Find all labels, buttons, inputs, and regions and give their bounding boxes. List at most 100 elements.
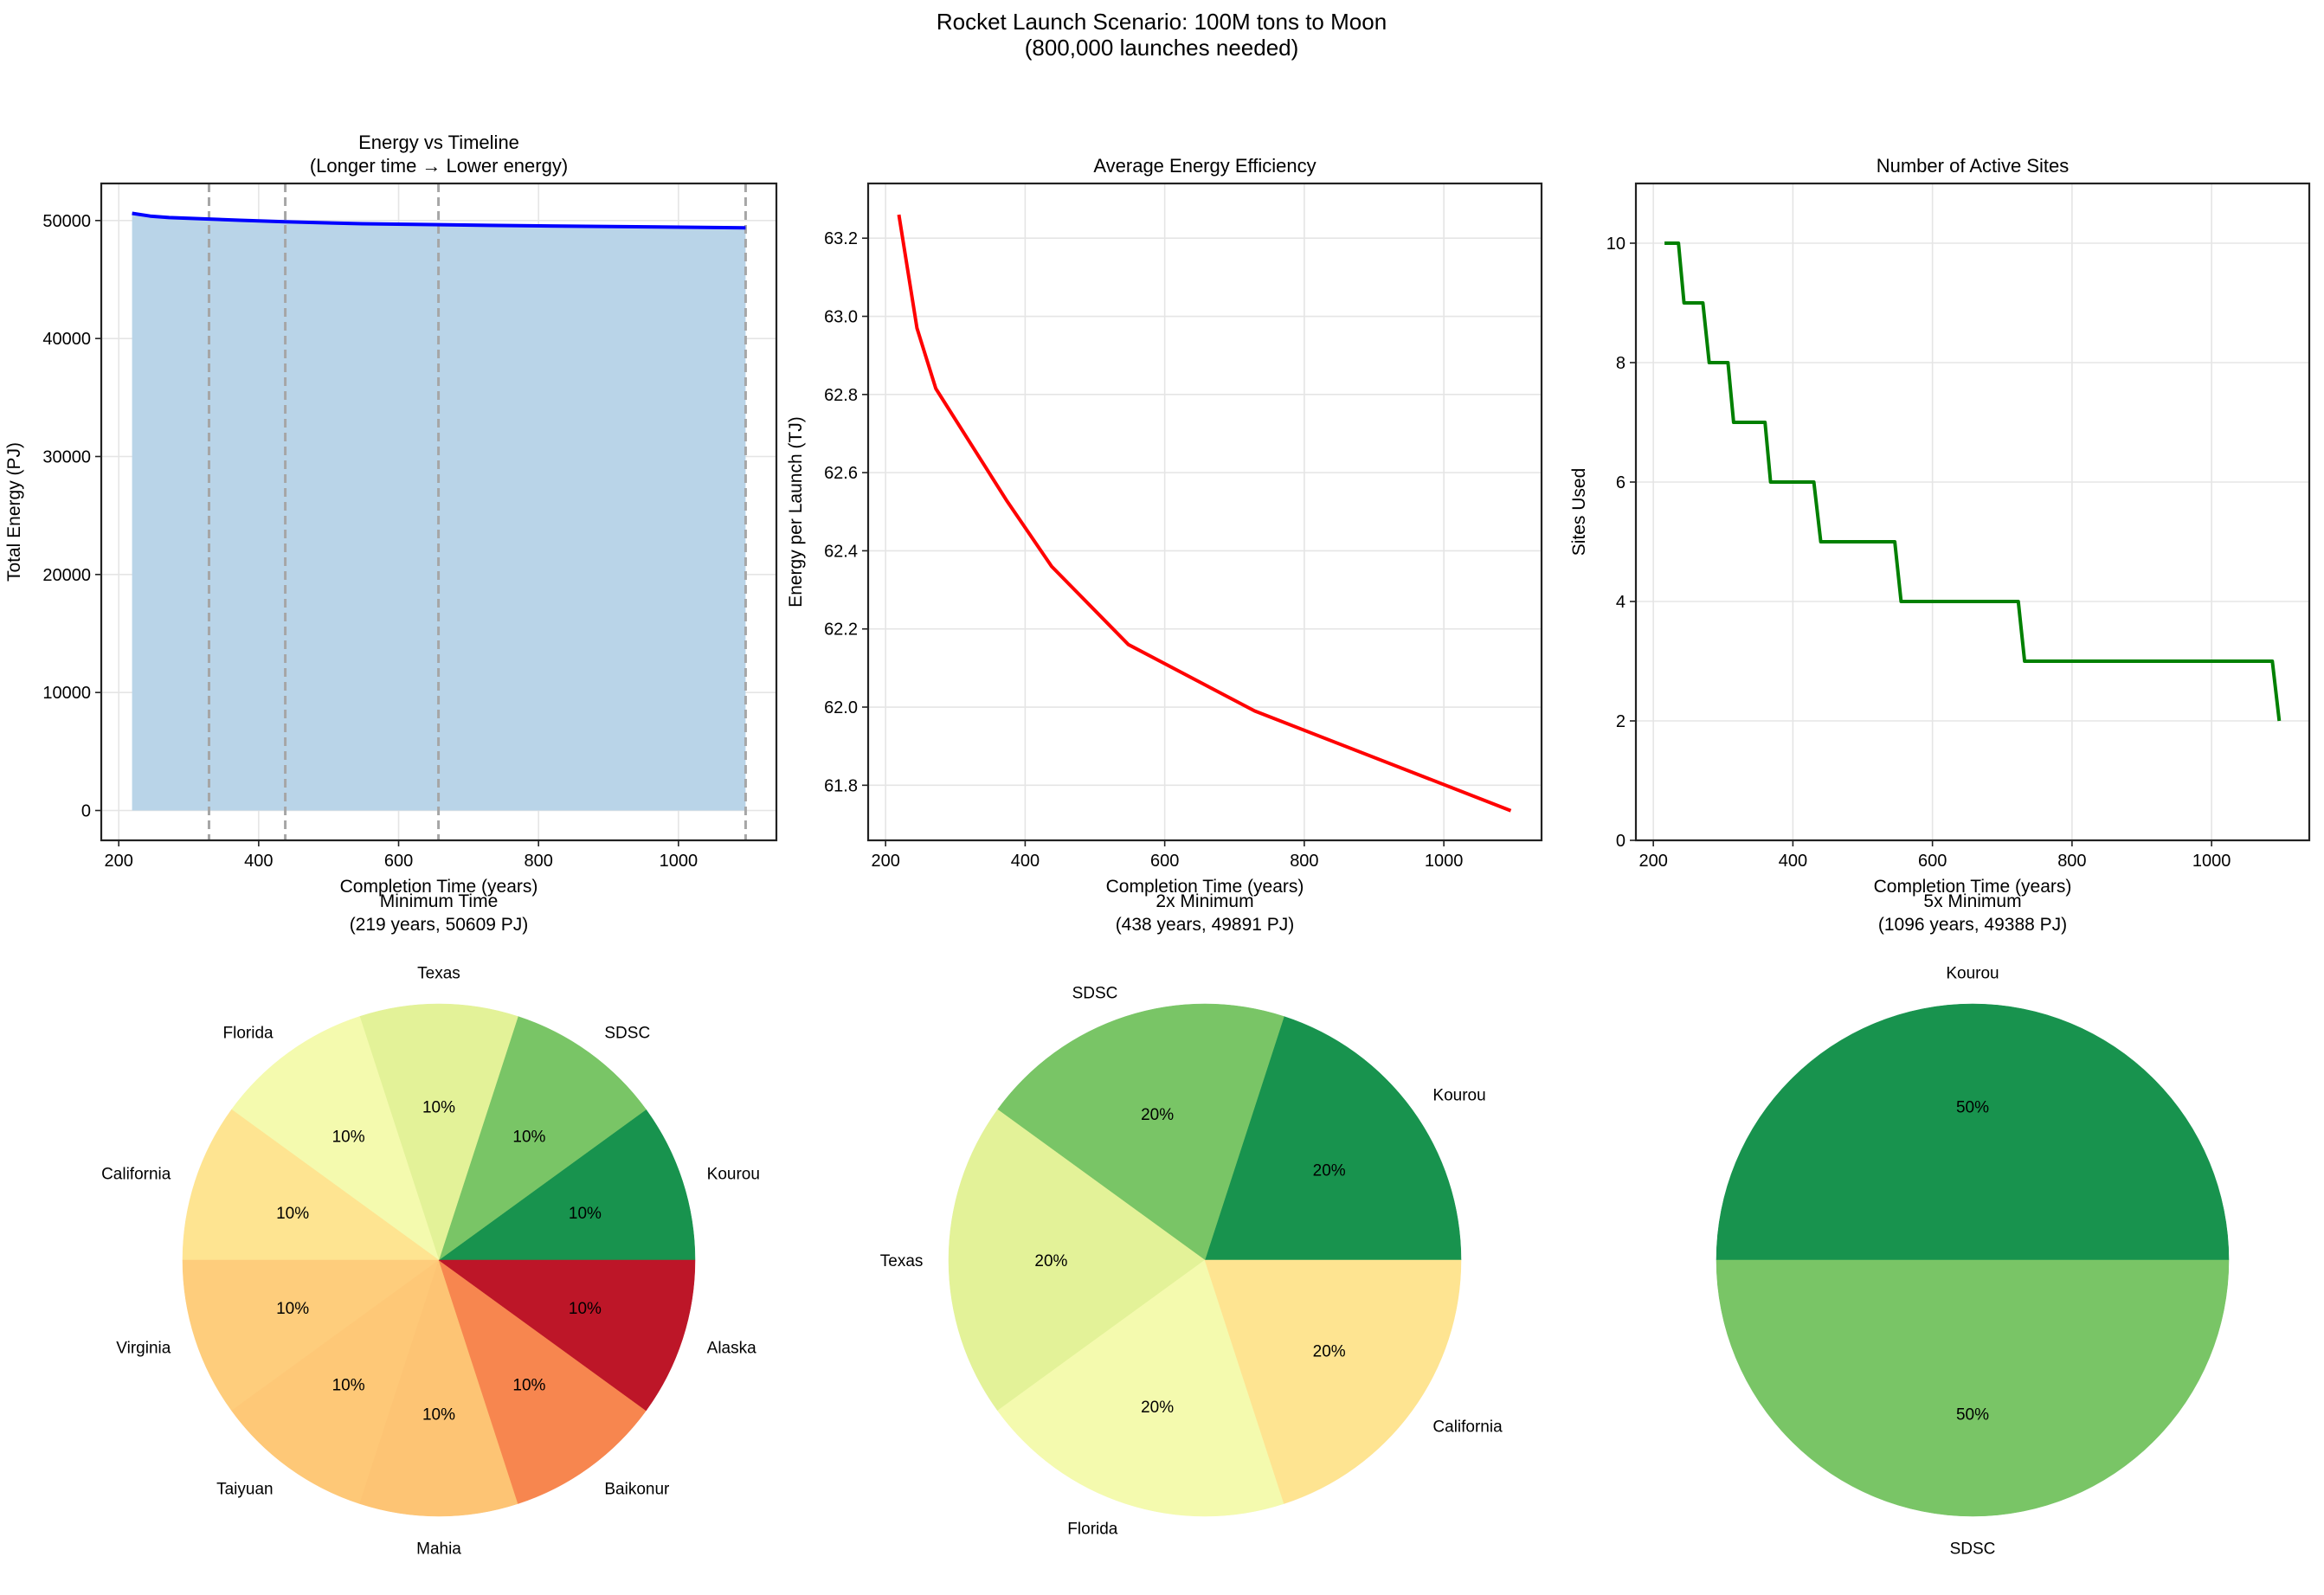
subplot-3: 200 400 600 800 1000 0 2 4 6 8 10 Completion Time (… [1569, 155, 2311, 897]
subplot-2: 200 400 600 800 1000 61.8 62.0 62.2 62.4 62.6 62.8… [786, 155, 1543, 897]
y-tick-label: 4 [1616, 593, 1626, 612]
pie-slice-alaska [438, 1259, 696, 1412]
pie-slice-taiyuan [231, 1259, 440, 1504]
pie-slice-sdsc [1716, 1259, 2230, 1517]
pie-label: Taiyuan [216, 1480, 274, 1498]
pie-label: Texas [880, 1252, 924, 1270]
series-line [1664, 241, 2282, 722]
y-tick-label: 20000 [42, 566, 91, 585]
pie-chart-1: Minimum Time (219 years, 50609 PJ) Kourou 1… [101, 891, 760, 1559]
x-axis-label: Completion Time (years) [1874, 877, 2072, 897]
suptitle-line-1: Rocket Launch Scenario: 100M tons to Moo… [937, 9, 1387, 35]
x-tick-label: 400 [1011, 852, 1040, 871]
y-tick-label: 62.0 [824, 698, 858, 717]
pie-title-line-1: 5x Minimum [1923, 891, 2021, 911]
y-tick-label: 30000 [42, 447, 91, 466]
x-tick-label: 1000 [2192, 852, 2231, 871]
y-tick-label: 10000 [42, 684, 91, 703]
pie-title-line-2: (219 years, 50609 PJ) [350, 915, 529, 935]
axes-frame [866, 182, 1543, 842]
y-axis-label: Total Energy (PJ) [4, 442, 24, 582]
pie-label: SDSC [1072, 984, 1118, 1002]
pie-title-line-2: (438 years, 49891 PJ) [1116, 915, 1295, 935]
x-tick-label: 400 [244, 852, 273, 871]
pie-chart-2: 2x Minimum (438 years, 49891 PJ) Kourou 20%… [880, 891, 1503, 1539]
x-tick-label: 200 [105, 852, 133, 871]
pie-slice-kourou [1204, 1016, 1462, 1261]
pie-title-line-1: 2x Minimum [1156, 891, 1253, 911]
pie-label: Florida [1067, 1521, 1118, 1539]
pie-label: California [1432, 1418, 1503, 1436]
x-axis-label: Completion Time (years) [340, 877, 538, 897]
axes-frame [1634, 182, 2311, 842]
pie-slice-mahia [359, 1259, 518, 1517]
y-tick-label: 10 [1606, 235, 1626, 254]
subplot-title: Number of Active Sites [1877, 155, 2070, 177]
pie-pct-label: 10% [332, 1128, 365, 1146]
pie-pct-label: 20% [1313, 1342, 1346, 1360]
pie-pct-label: 20% [1141, 1399, 1174, 1417]
pie-label: Kourou [1946, 964, 1999, 982]
pie-slice-california [1204, 1259, 1462, 1504]
x-tick-label: 600 [1150, 852, 1179, 871]
subplot-title-line-2: (Longer time → Lower energy) [310, 155, 568, 177]
pie-slice-texas [948, 1109, 1206, 1412]
y-tick-label: 6 [1616, 473, 1626, 492]
pie-pct-label: 10% [512, 1377, 545, 1395]
pie-pct-label: 10% [276, 1205, 309, 1223]
y-tick-label: 40000 [42, 330, 91, 349]
series-line [897, 214, 1512, 813]
pie-pct-label: 10% [569, 1300, 602, 1318]
y-tick-label: 62.4 [824, 542, 858, 561]
x-tick-label: 600 [1918, 852, 1947, 871]
pie-label: Virginia [116, 1340, 171, 1358]
subplot-title-line-1: Energy vs Timeline [358, 132, 519, 153]
x-tick-label: 200 [871, 852, 899, 871]
x-tick-label: 800 [524, 852, 552, 871]
y-tick-label: 0 [1616, 832, 1626, 851]
series-line [132, 211, 746, 230]
pie-label: California [101, 1165, 171, 1183]
pie-label: Texas [417, 964, 460, 982]
pie-slice-texas [359, 1003, 518, 1261]
pie-pct-label: 10% [422, 1406, 455, 1425]
y-tick-label: 2 [1616, 712, 1626, 731]
pie-label: Baikonur [604, 1480, 670, 1498]
pie-label: SDSC [604, 1025, 650, 1043]
pie-pct-label: 20% [1141, 1106, 1174, 1124]
pie-slice-sdsc [438, 1016, 647, 1261]
pie-pct-label: 10% [512, 1128, 545, 1146]
y-axis-label: Energy per Launch (TJ) [786, 416, 806, 608]
x-tick-label: 200 [1638, 852, 1667, 871]
pie-slice-florida [231, 1016, 440, 1261]
pie-pct-label: 50% [1956, 1406, 1989, 1425]
x-tick-label: 1000 [1425, 852, 1464, 871]
pie-slice-virginia [182, 1259, 440, 1412]
x-axis-label: Completion Time (years) [1106, 877, 1304, 897]
pie-title-line-1: Minimum Time [380, 891, 499, 911]
pie-pct-label: 50% [1956, 1098, 1989, 1116]
pie-pct-label: 20% [1034, 1252, 1067, 1270]
x-tick-label: 600 [384, 852, 413, 871]
x-tick-label: 400 [1779, 852, 1807, 871]
pie-label: Mahia [416, 1540, 461, 1559]
suptitle-line-2: (800,000 launches needed) [1025, 35, 1299, 61]
y-tick-label: 0 [81, 802, 91, 821]
pie-label: Alaska [707, 1340, 756, 1358]
pie-slice-florida [997, 1259, 1284, 1517]
pie-title-line-2: (1096 years, 49388 PJ) [1878, 915, 2067, 935]
pie-pct-label: 10% [569, 1205, 602, 1223]
y-tick-label: 8 [1616, 354, 1626, 373]
pie-chart-3: 5x Minimum (1096 years, 49388 PJ) Kourou 50… [1716, 891, 2230, 1559]
pie-slice-kourou [1716, 1003, 2230, 1261]
pie-label: SDSC [1950, 1540, 1996, 1559]
pie-pct-label: 10% [422, 1098, 455, 1116]
pie-label: Kourou [707, 1165, 760, 1183]
y-tick-label: 61.8 [824, 776, 858, 795]
pie-slice-baikonur [438, 1259, 647, 1504]
x-tick-label: 1000 [660, 852, 698, 871]
x-tick-label: 800 [2057, 852, 2086, 871]
pie-pct-label: 10% [332, 1377, 365, 1395]
y-tick-label: 63.0 [824, 308, 858, 327]
